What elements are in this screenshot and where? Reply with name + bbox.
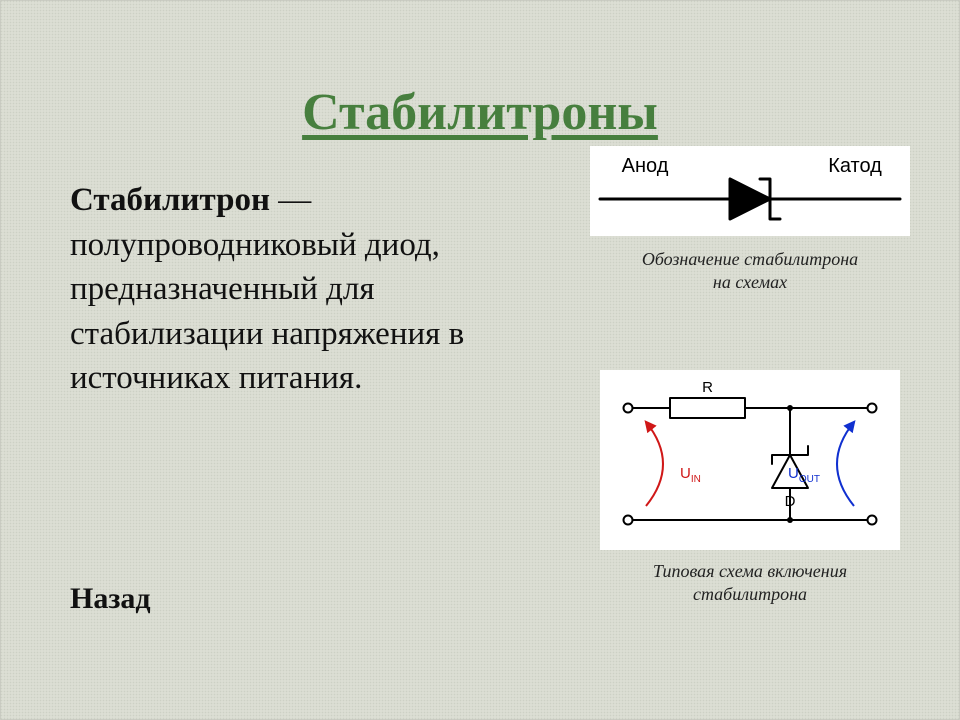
- back-link[interactable]: Назад: [70, 582, 151, 616]
- zener-symbol-svg: Анод Катод: [590, 146, 910, 236]
- page-title: Стабилитроны: [0, 83, 960, 142]
- diode-label: D: [785, 493, 796, 510]
- definition-term: Стабилитрон: [70, 182, 270, 218]
- anode-label: Анод: [622, 155, 669, 177]
- zener-circuit-figure: RDUINUOUT: [600, 370, 900, 550]
- zener-symbol-figure: Анод Катод: [590, 146, 910, 236]
- zener-circuit-svg: RDUINUOUT: [600, 370, 900, 550]
- zener-symbol-caption: Обозначение стабилитрона на схемах: [590, 248, 910, 295]
- symbol-caption-line1: Обозначение стабилитрона: [642, 249, 858, 269]
- symbol-caption-line2: на схемах: [713, 272, 787, 292]
- definition-text: Стабилитрон — полупроводниковый диод, пр…: [70, 178, 550, 401]
- resistor-label: R: [702, 379, 713, 396]
- circuit-caption-line2: стабилитрона: [693, 584, 807, 604]
- definition-body: полупроводниковый диод, предназначенный …: [70, 227, 464, 397]
- zener-circuit-caption: Типовая схема включения стабилитрона: [590, 560, 910, 607]
- circuit-caption-line1: Типовая схема включения: [653, 561, 847, 581]
- uin-label: UIN: [680, 465, 701, 485]
- cathode-label: Катод: [828, 155, 882, 177]
- definition-dash: —: [270, 182, 311, 218]
